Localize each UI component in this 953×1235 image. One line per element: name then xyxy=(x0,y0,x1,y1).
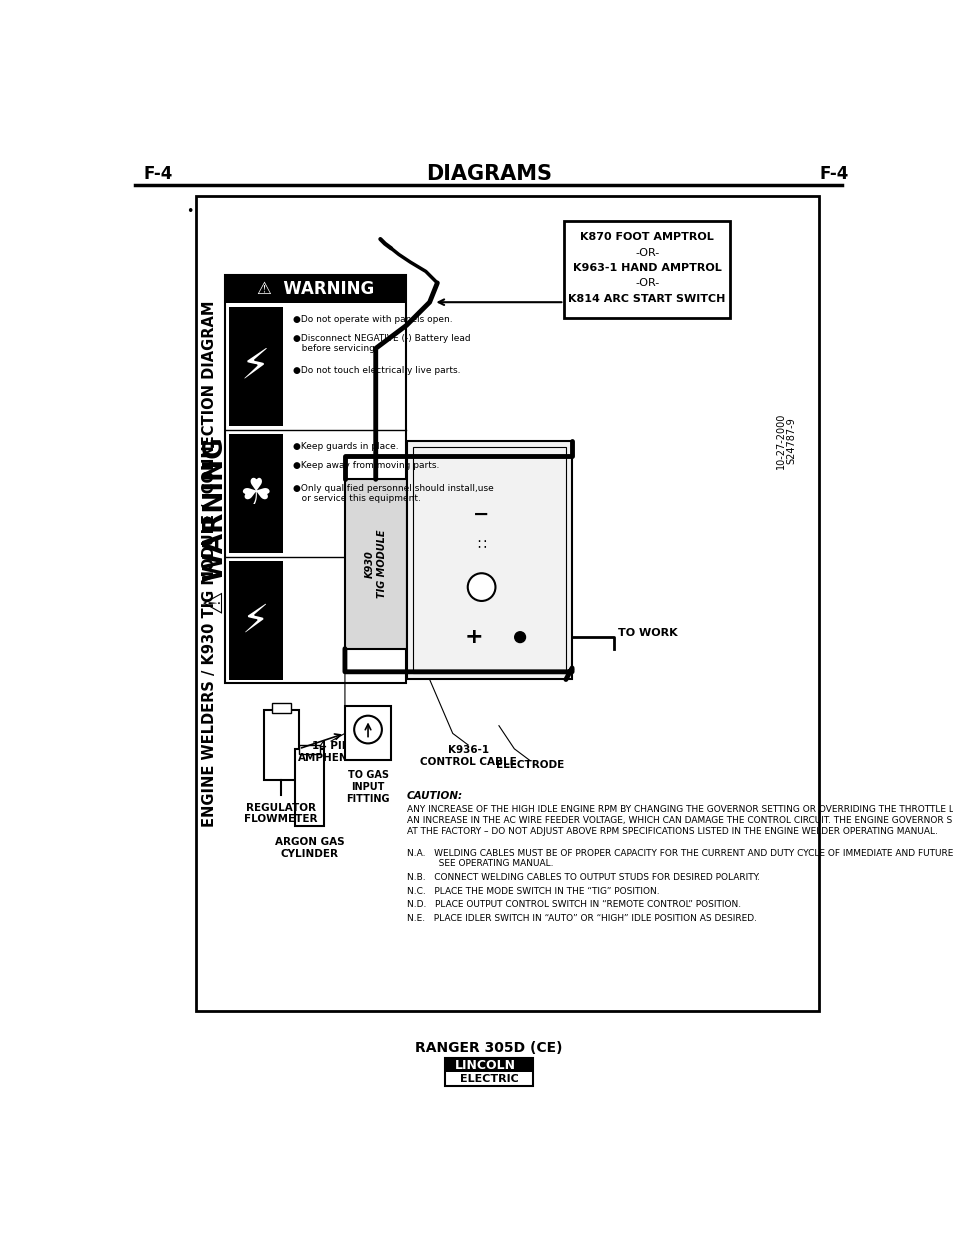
Text: TO WORK: TO WORK xyxy=(618,629,678,638)
Text: ∷: ∷ xyxy=(476,537,485,552)
Text: −: − xyxy=(473,504,489,524)
Text: TO GAS
INPUT
FITTING: TO GAS INPUT FITTING xyxy=(346,771,390,804)
Text: ●Only qualified personnel should install,use
   or service this equipment.: ●Only qualified personnel should install… xyxy=(293,484,493,504)
Text: K814 ARC START SWITCH: K814 ARC START SWITCH xyxy=(568,294,725,305)
Text: DIAGRAMS: DIAGRAMS xyxy=(425,164,552,184)
Text: +: + xyxy=(464,627,483,647)
Circle shape xyxy=(467,573,495,601)
Text: CAUTION:: CAUTION: xyxy=(406,792,462,802)
Bar xyxy=(345,706,391,761)
Bar xyxy=(229,561,282,679)
Text: N.D.   PLACE OUTPUT CONTROL SWITCH IN “REMOTE CONTROL” POSITION.: N.D. PLACE OUTPUT CONTROL SWITCH IN “REM… xyxy=(406,900,740,909)
Text: K963-1 HAND AMPTROL: K963-1 HAND AMPTROL xyxy=(572,263,720,273)
Circle shape xyxy=(354,716,381,743)
Bar xyxy=(444,1058,533,1072)
Text: ●Do not operate with panels open.: ●Do not operate with panels open. xyxy=(293,315,452,324)
Text: ⚡: ⚡ xyxy=(241,346,270,388)
Text: N.B.   CONNECT WELDING CABLES TO OUTPUT STUDS FOR DESIRED POLARITY.: N.B. CONNECT WELDING CABLES TO OUTPUT ST… xyxy=(406,873,759,882)
Bar xyxy=(406,441,572,679)
Bar xyxy=(413,447,565,673)
Text: -OR-: -OR- xyxy=(635,278,659,288)
Bar xyxy=(564,221,729,317)
Text: AN INCREASE IN THE AC WIRE FEEDER VOLTAGE, WHICH CAN DAMAGE THE CONTROL CIRCUIT.: AN INCREASE IN THE AC WIRE FEEDER VOLTAG… xyxy=(406,816,953,825)
Text: SEE OPERATING MANUAL.: SEE OPERATING MANUAL. xyxy=(406,858,553,868)
Text: F-4: F-4 xyxy=(143,165,172,183)
Bar xyxy=(294,748,324,826)
Text: ARGON GAS
CYLINDER: ARGON GAS CYLINDER xyxy=(274,837,344,860)
Text: K870 FOOT AMPTROL: K870 FOOT AMPTROL xyxy=(579,232,713,242)
Text: -OR-: -OR- xyxy=(635,247,659,258)
Text: ●Keep away from moving parts.: ●Keep away from moving parts. xyxy=(293,461,438,469)
Text: REGULATOR
FLOWMETER: REGULATOR FLOWMETER xyxy=(244,803,317,824)
Bar xyxy=(272,703,291,714)
Text: ⚠ WARNING: ⚠ WARNING xyxy=(202,437,229,614)
Text: AT THE FACTORY – DO NOT ADJUST ABOVE RPM SPECIFICATIONS LISTED IN THE ENGINE WEL: AT THE FACTORY – DO NOT ADJUST ABOVE RPM… xyxy=(406,826,937,836)
Bar xyxy=(195,196,819,1010)
Text: ®: ® xyxy=(521,1058,529,1067)
Text: ●Do not touch electrically live parts.: ●Do not touch electrically live parts. xyxy=(293,366,459,375)
Text: LINCOLN: LINCOLN xyxy=(454,1058,515,1072)
Bar xyxy=(345,479,406,648)
Text: ●Disconnect NEGATIVE (-) Battery lead
   before servicing.: ●Disconnect NEGATIVE (-) Battery lead be… xyxy=(293,333,470,353)
Text: •: • xyxy=(186,205,193,219)
Text: ELECTRIC: ELECTRIC xyxy=(459,1074,517,1084)
Text: ⚡: ⚡ xyxy=(242,601,269,640)
Text: RANGER 305D (CE): RANGER 305D (CE) xyxy=(415,1041,562,1055)
Text: K936-1
CONTROL CABLE: K936-1 CONTROL CABLE xyxy=(419,745,516,767)
Text: ANY INCREASE OF THE HIGH IDLE ENGINE RPM BY CHANGING THE GOVERNOR SETTING OR OVE: ANY INCREASE OF THE HIGH IDLE ENGINE RPM… xyxy=(406,805,953,814)
Text: 14 PIN
AMPHENOL: 14 PIN AMPHENOL xyxy=(297,741,364,763)
Bar xyxy=(264,710,298,779)
Text: ENGINE WELDERS / K930 TIG MODULE /  CONNECTION DIAGRAM: ENGINE WELDERS / K930 TIG MODULE / CONNE… xyxy=(202,301,216,827)
Text: F-4: F-4 xyxy=(820,165,848,183)
Text: N.A.   WELDING CABLES MUST BE OF PROPER CAPACITY FOR THE CURRENT AND DUTY CYCLE : N.A. WELDING CABLES MUST BE OF PROPER CA… xyxy=(406,848,953,858)
Bar xyxy=(444,1058,533,1086)
Bar xyxy=(225,275,405,303)
Text: S24787-9: S24787-9 xyxy=(785,417,796,464)
Bar xyxy=(229,433,282,553)
Bar xyxy=(298,745,320,755)
Bar xyxy=(229,306,282,426)
Text: K930
TIG MODULE: K930 TIG MODULE xyxy=(365,530,386,598)
Text: ☘: ☘ xyxy=(239,477,272,510)
Text: N.E.   PLACE IDLER SWITCH IN “AUTO” OR “HIGH” IDLE POSITION AS DESIRED.: N.E. PLACE IDLER SWITCH IN “AUTO” OR “HI… xyxy=(406,914,756,924)
Text: ELECTRODE: ELECTRODE xyxy=(496,761,563,771)
Text: ●Keep guards in place.: ●Keep guards in place. xyxy=(293,442,397,451)
Bar xyxy=(225,275,405,683)
Text: ⚠  WARNING: ⚠ WARNING xyxy=(256,280,374,298)
Text: N.C.   PLACE THE MODE SWITCH IN THE “TIG” POSITION.: N.C. PLACE THE MODE SWITCH IN THE “TIG” … xyxy=(406,887,659,895)
Text: 10-27-2000: 10-27-2000 xyxy=(775,412,785,469)
Circle shape xyxy=(515,632,525,642)
